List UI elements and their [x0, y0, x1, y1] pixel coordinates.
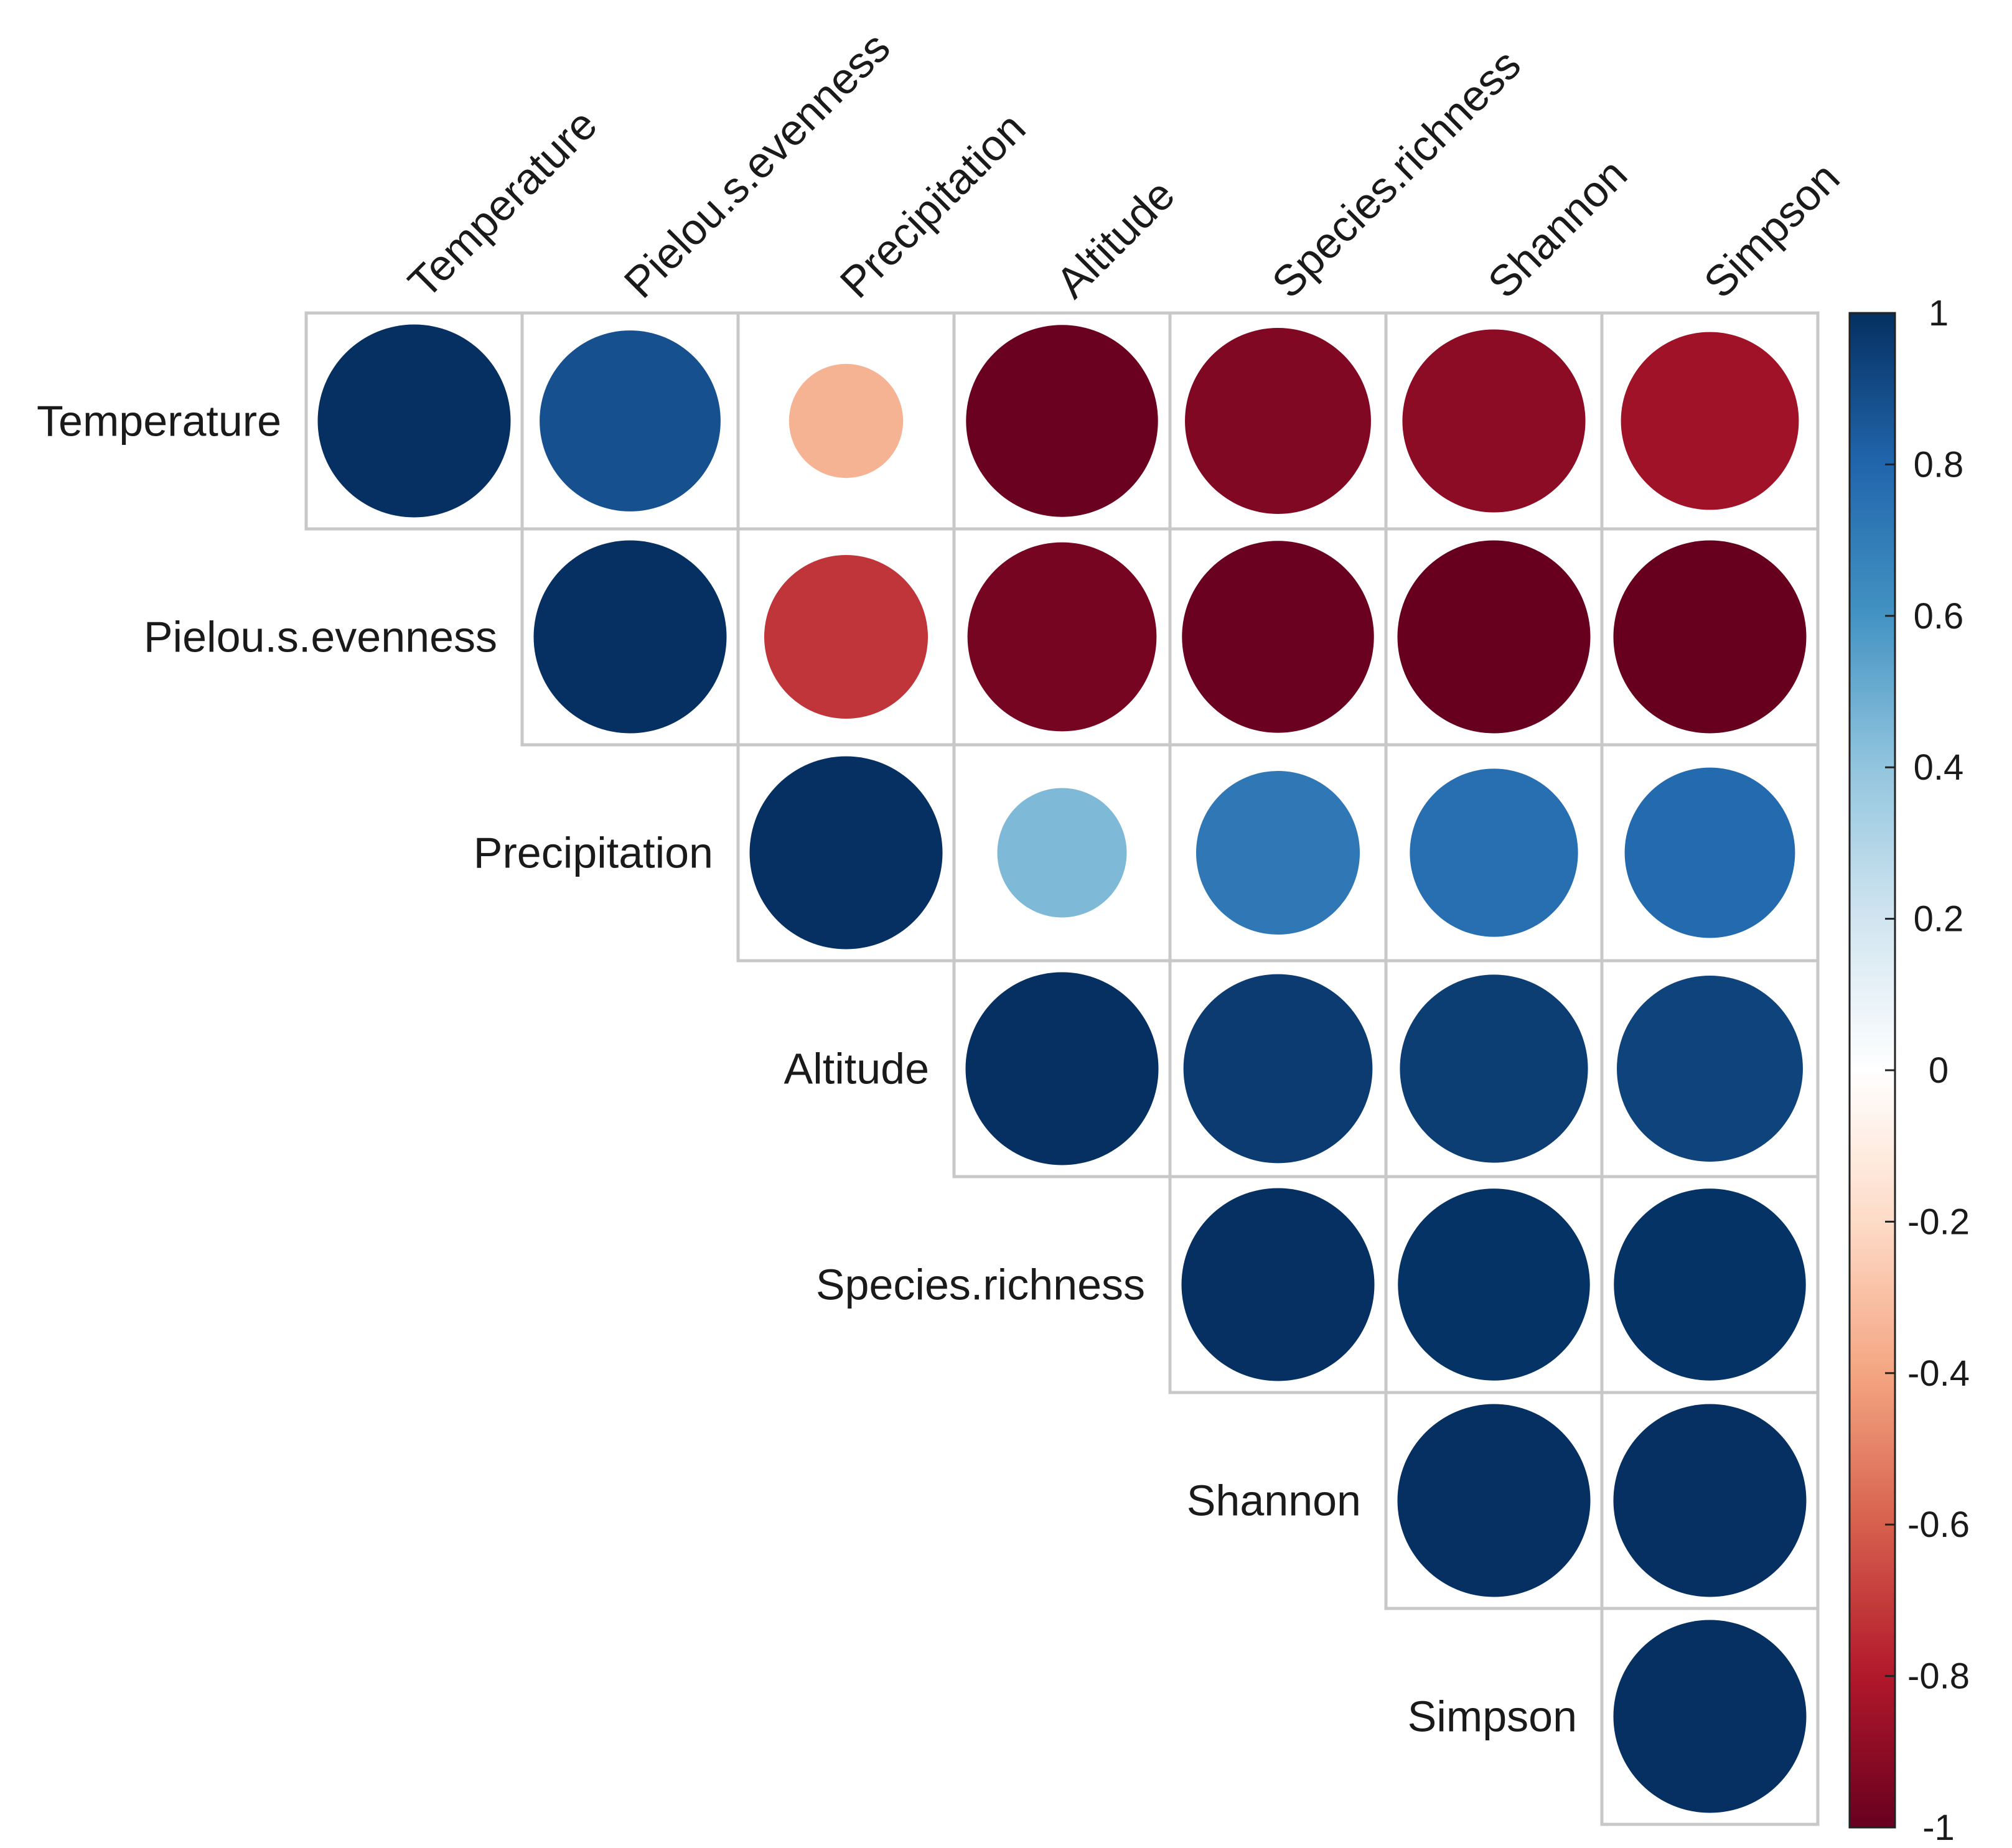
circle-Temperature-Shannon	[1402, 329, 1586, 513]
circle-Temperature-Temperature	[317, 324, 511, 518]
row-label: Species.richness	[816, 1261, 1145, 1309]
correlation-circles	[317, 324, 1807, 1813]
circle-Pielou.s.evenness-Precipitation	[764, 554, 929, 719]
colorbar-tick-label: 0.8	[1914, 444, 1964, 485]
circle-Altitude-Simpson	[1617, 976, 1803, 1162]
colorbar-tick-label: -0.2	[1907, 1202, 1970, 1242]
circle-Precipitation-Simpson	[1624, 767, 1795, 938]
row-label: Precipitation	[474, 829, 713, 877]
circle-Simpson-Simpson	[1613, 1620, 1807, 1813]
colorbar-tick-label: -0.6	[1907, 1505, 1970, 1545]
circle-Temperature-Altitude	[966, 325, 1158, 517]
column-label: Shannon	[1479, 149, 1636, 307]
circle-Temperature-Species.richness	[1185, 328, 1371, 514]
row-label: Pielou.s.evenness	[144, 613, 497, 661]
row-label: Shannon	[1187, 1477, 1361, 1525]
circle-Species.richness-Species.richness	[1181, 1188, 1375, 1381]
colorbar-tick-label: 1	[1929, 293, 1949, 334]
circle-Precipitation-Species.richness	[1196, 770, 1360, 935]
colorbar-tick-label: 0.2	[1914, 899, 1964, 940]
circle-Shannon-Shannon	[1397, 1404, 1591, 1597]
column-label: Altitude	[1047, 170, 1184, 307]
row-label: Simpson	[1408, 1692, 1577, 1741]
circle-Shannon-Simpson	[1613, 1404, 1807, 1597]
circle-Temperature-Pielou.s.evenness	[540, 330, 721, 511]
column-labels: Temperature Pielou.s.evennessPrecipitatio…	[399, 23, 1849, 307]
column-label: Simpson	[1695, 153, 1849, 307]
row-label: Altitude	[784, 1045, 929, 1093]
circle-Temperature-Simpson	[1621, 332, 1799, 510]
circle-Temperature-Precipitation	[788, 363, 904, 478]
circle-Species.richness-Simpson	[1614, 1188, 1806, 1381]
row-label: Temperature	[37, 397, 281, 446]
circle-Precipitation-Precipitation	[749, 756, 943, 950]
circle-Pielou.s.evenness-Altitude	[967, 542, 1157, 732]
colorbar-tick-label: -0.8	[1907, 1656, 1970, 1697]
circle-Pielou.s.evenness-Simpson	[1613, 540, 1807, 734]
circle-Precipitation-Shannon	[1410, 768, 1578, 937]
colorbar-tick-label: 0.4	[1914, 747, 1964, 788]
circle-Precipitation-Altitude	[997, 788, 1127, 918]
column-label: Precipitation	[831, 103, 1035, 307]
colorbar-tick-label: 0	[1929, 1050, 1949, 1091]
colorbar: 1 0.8 0.6 0.4 0.2 0 -0.2 -0.4 -0.6 -0.8 -1	[1848, 293, 1970, 1848]
circle-Pielou.s.evenness-Shannon	[1397, 540, 1591, 734]
colorbar-tick-label: -1	[1922, 1808, 1955, 1848]
circle-Pielou.s.evenness-Pielou.s.evenness	[533, 540, 727, 734]
colorbar-tick-label: -0.4	[1907, 1353, 1970, 1394]
circle-Altitude-Altitude	[965, 972, 1159, 1165]
column-label: Temperature	[399, 100, 606, 307]
circle-Altitude-Shannon	[1400, 974, 1588, 1163]
row-labels: Temperature Pielou.s.evenness Precipitatio…	[37, 397, 1577, 1741]
colorbar-tick-label: 0.6	[1914, 596, 1964, 637]
circle-Pielou.s.evenness-Species.richness	[1182, 541, 1374, 733]
circle-Altitude-Species.richness	[1183, 974, 1373, 1164]
circle-Species.richness-Shannon	[1398, 1188, 1590, 1381]
